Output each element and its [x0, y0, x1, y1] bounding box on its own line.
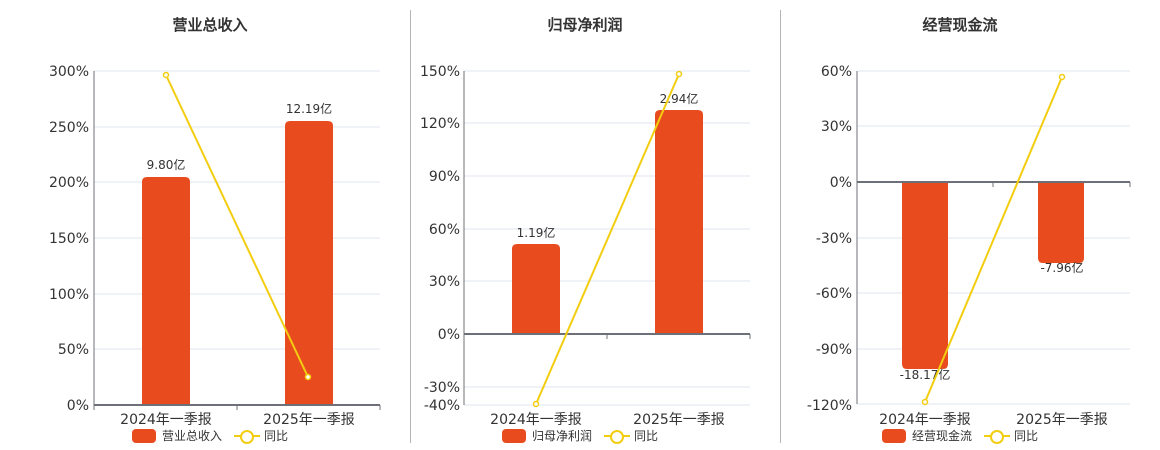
svg-text:2025年一季报: 2025年一季报: [633, 412, 725, 428]
bars: [512, 110, 703, 334]
bar-2024: [142, 177, 190, 405]
bars: [902, 182, 1084, 369]
x-axis-labels: 2024年一季报 2025年一季报: [879, 412, 1108, 428]
svg-text:60%: 60%: [429, 222, 460, 238]
svg-text:300%: 300%: [49, 64, 89, 80]
yoy-line: [921, 73, 1066, 406]
yoy-line: [532, 70, 683, 408]
legend-bar-swatch: [502, 428, 526, 443]
chart-plot: 60% 30% 0% -30% -60% -90% -120% -18.17亿 …: [807, 64, 1131, 428]
svg-text:1.19亿: 1.19亿: [517, 225, 556, 240]
svg-text:0%: 0%: [67, 398, 89, 414]
svg-text:2024年一季报: 2024年一季报: [879, 412, 971, 428]
bar-2024: [902, 182, 948, 369]
svg-text:2024年一季报: 2024年一季报: [490, 412, 582, 428]
legend-line-label[interactable]: 同比: [1014, 429, 1039, 443]
chart-plot: 300% 250% 200% 150% 100% 50% 0% 9.80亿 12…: [49, 64, 381, 428]
bar-2025: [285, 121, 333, 405]
svg-text:-120%: -120%: [807, 398, 852, 414]
legend-bar-label[interactable]: 经营现金流: [912, 429, 973, 443]
svg-text:-90%: -90%: [816, 342, 852, 358]
yoy-line: [162, 71, 312, 381]
x-axis-labels: 2024年一季报 2025年一季报: [120, 412, 355, 428]
bar-2025: [1038, 182, 1084, 263]
legend-line-label[interactable]: 同比: [264, 429, 289, 443]
legend-bar-label[interactable]: 营业总收入: [162, 429, 223, 443]
legend-bar-label[interactable]: 归母净利润: [532, 429, 593, 443]
svg-text:-7.96亿: -7.96亿: [1040, 260, 1083, 275]
bar-labels: 1.19亿 2.94亿: [517, 91, 699, 240]
legend[interactable]: 营业总收入 同比: [132, 427, 288, 444]
legend[interactable]: 归母净利润 同比: [502, 427, 658, 444]
svg-text:90%: 90%: [429, 169, 460, 185]
svg-text:2024年一季报: 2024年一季报: [120, 412, 212, 428]
divider: [780, 10, 781, 443]
svg-text:150%: 150%: [49, 231, 89, 247]
chart-panel-revenue: 营业总收入 300% 250% 200% 150% 100% 50% 0% 9.…: [0, 0, 410, 450]
chart-panel-operating-cashflow: 经营现金流 60% 30% 0% -30% -60% -90% -120% -1…: [780, 0, 1160, 450]
svg-text:-30%: -30%: [816, 231, 852, 247]
svg-text:-30%: -30%: [424, 380, 460, 396]
svg-text:30%: 30%: [821, 119, 852, 135]
legend-line-icon: [234, 429, 261, 444]
svg-text:50%: 50%: [58, 342, 89, 358]
legend-line-icon: [984, 429, 1011, 444]
chart-panel-net-profit: 归母净利润 150% 120% 90% 60% 30% 0% -30% -40%…: [410, 0, 780, 450]
svg-text:150%: 150%: [420, 64, 460, 80]
svg-text:-60%: -60%: [816, 286, 852, 302]
svg-text:0%: 0%: [438, 327, 460, 343]
divider: [410, 10, 411, 443]
bar-labels: 9.80亿 12.19亿: [147, 101, 333, 172]
legend-line-label[interactable]: 同比: [634, 429, 659, 443]
legend[interactable]: 经营现金流 同比: [882, 427, 1038, 444]
svg-text:200%: 200%: [49, 175, 89, 191]
legend-bar-swatch: [882, 428, 906, 443]
grid-lines: [94, 70, 380, 350]
chart-title: 经营现金流: [922, 16, 998, 34]
svg-text:-40%: -40%: [424, 398, 460, 414]
y-axis-labels: 300% 250% 200% 150% 100% 50% 0%: [49, 64, 89, 414]
bars: [142, 121, 333, 405]
y-axis-labels: 60% 30% 0% -30% -60% -90% -120%: [807, 64, 852, 414]
svg-text:2025年一季报: 2025年一季报: [263, 412, 355, 428]
svg-text:2025年一季报: 2025年一季报: [1016, 412, 1108, 428]
svg-text:60%: 60%: [821, 64, 852, 80]
bar-2025: [655, 110, 703, 334]
svg-text:250%: 250%: [49, 120, 89, 136]
bar-2024: [512, 244, 560, 334]
svg-text:9.80亿: 9.80亿: [147, 157, 186, 172]
svg-text:0%: 0%: [830, 175, 852, 191]
chart-plot: 150% 120% 90% 60% 30% 0% -30% -40% 1.19亿…: [420, 64, 751, 428]
svg-text:30%: 30%: [429, 274, 460, 290]
legend-bar-swatch: [132, 428, 156, 443]
chart-title: 归母净利润: [547, 16, 623, 34]
svg-text:100%: 100%: [49, 287, 89, 303]
legend-line-icon: [604, 429, 631, 444]
chart-title: 营业总收入: [172, 16, 248, 34]
svg-text:-18.17亿: -18.17亿: [900, 367, 951, 382]
y-axis-labels: 150% 120% 90% 60% 30% 0% -30% -40%: [420, 64, 460, 414]
svg-text:12.19亿: 12.19亿: [286, 101, 332, 116]
x-axis-labels: 2024年一季报 2025年一季报: [490, 412, 725, 428]
svg-text:120%: 120%: [420, 116, 460, 132]
